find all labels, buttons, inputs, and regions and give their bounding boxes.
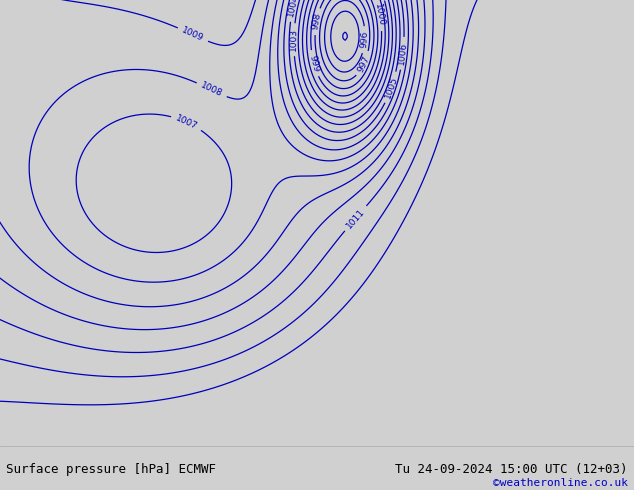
Text: 996: 996	[359, 31, 370, 49]
Text: 1003: 1003	[289, 28, 299, 51]
Text: ©weatheronline.co.uk: ©weatheronline.co.uk	[493, 478, 628, 488]
Text: 1004: 1004	[287, 0, 300, 18]
Text: 1000: 1000	[373, 2, 386, 27]
Text: 997: 997	[356, 54, 372, 74]
Text: Surface pressure [hPa] ECMWF: Surface pressure [hPa] ECMWF	[6, 463, 216, 476]
Text: 1005: 1005	[384, 75, 399, 100]
Text: 998: 998	[311, 12, 323, 31]
Text: 1011: 1011	[345, 207, 366, 230]
Text: 1008: 1008	[199, 81, 224, 99]
Text: 1007: 1007	[174, 113, 199, 131]
Text: Tu 24-09-2024 15:00 UTC (12+03): Tu 24-09-2024 15:00 UTC (12+03)	[395, 463, 628, 476]
Text: 999: 999	[307, 54, 320, 73]
Text: 1006: 1006	[398, 42, 409, 65]
Text: 1009: 1009	[181, 26, 205, 44]
